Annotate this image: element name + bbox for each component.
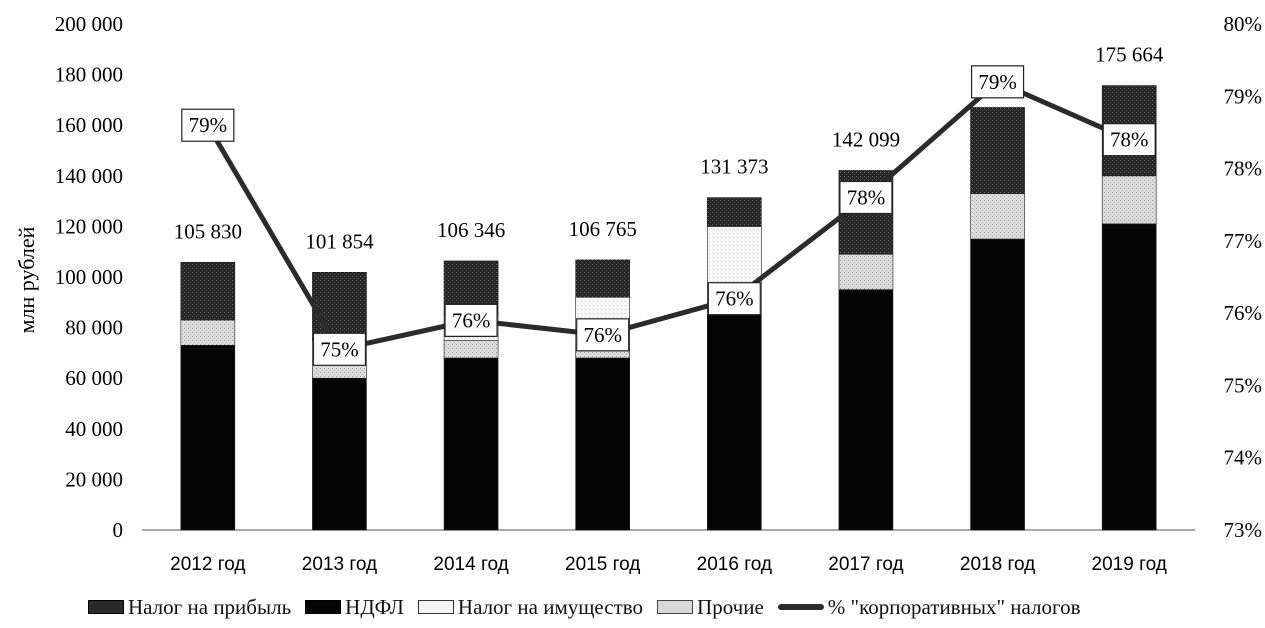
percent-label-box [839, 180, 893, 215]
bar-segment-ndfl [180, 345, 236, 531]
percent-label-box [1102, 123, 1156, 157]
total-label: 106 346 [437, 218, 505, 242]
legend-item-ndfl: НДФЛ [305, 595, 404, 620]
y-tick-label: 80 000 [65, 316, 123, 340]
y-tick-label: 120 000 [55, 214, 123, 238]
percent-label: 78% [1110, 128, 1149, 152]
legend-swatch-profit [88, 600, 124, 614]
bar-segment-profit [312, 272, 367, 341]
legend-swatch-line [777, 604, 824, 610]
legend-swatch-property [417, 600, 454, 614]
percent-label: 76% [452, 308, 491, 332]
x-tick-label: 2012 год [170, 554, 245, 575]
percent-label: 79% [978, 70, 1017, 94]
data-labels: 105 830 101 854 106 346 106 765 131 373 142 0… [174, 43, 1164, 366]
y-tick-label: 180 000 [55, 63, 123, 87]
total-label: 105 830 [174, 219, 242, 243]
x-tick-label: 2013 год [302, 554, 377, 575]
x-tick-label: 2017 год [828, 554, 903, 575]
legend-label-profit: Налог на прибыль [128, 594, 292, 619]
percent-label-box [707, 282, 761, 316]
bar-segment-ndfl [575, 357, 630, 531]
legend-swatch-other [657, 600, 694, 614]
bar-segment-ndfl [838, 289, 894, 531]
y-tick-label: 200 000 [55, 12, 123, 36]
y2-tick-label: 80% [1224, 12, 1263, 36]
bar-segment-profit [575, 259, 630, 298]
bar-segment-other [970, 193, 1025, 240]
legend: Налог на прибыль НДФЛ Налог на имущество… [88, 590, 1081, 624]
bar-segment-profit [180, 261, 236, 321]
legend-item-profit: Налог на прибыль [88, 595, 291, 620]
percent-label-box [576, 318, 630, 352]
y2-tick-label: 73% [1224, 518, 1263, 542]
bar-segment-ndfl [1101, 223, 1157, 531]
y2-tick-label: 76% [1224, 301, 1263, 325]
bar-segment-other [575, 350, 630, 359]
y2-tick-label: 77% [1224, 229, 1263, 253]
legend-label-line: % "корпоративных" налогов [827, 594, 1081, 619]
y2-tick-label: 75% [1224, 373, 1263, 397]
percent-label-box [444, 303, 498, 337]
percent-label-box [181, 108, 235, 142]
total-label: 101 854 [305, 229, 374, 253]
legend-item-line: % "корпоративных" налогов [777, 594, 1081, 620]
y-axis-label: млн рублей [14, 226, 39, 333]
bar-segment-profit [970, 107, 1025, 194]
bars [180, 85, 1157, 531]
y-tick-label: 100 000 [55, 265, 123, 289]
percent-label: 76% [715, 287, 754, 311]
percent-label: 79% [189, 113, 228, 137]
x-tick-label: 2016 год [697, 554, 772, 575]
legend-label-other: Прочие [697, 594, 764, 619]
legend-item-property: Налог на имущество [417, 594, 644, 620]
legend-label-ndfl: НДФЛ [345, 594, 404, 619]
y-tick-label: 40 000 [65, 417, 123, 441]
bar-segment-other [180, 319, 236, 346]
total-label: 106 765 [569, 217, 637, 241]
y2-tick-label: 78% [1224, 157, 1263, 181]
x-tick-label: 2014 год [433, 554, 508, 575]
percent-label: 75% [320, 337, 359, 361]
y-tick-label: 160 000 [55, 113, 123, 137]
y-tick-label: 140 000 [55, 164, 123, 188]
y2-tick-label: 79% [1224, 84, 1263, 108]
axes: 0 20 000 40 000 60 000 80 000 100 000 120 000 1… [55, 12, 1262, 575]
x-tick-label: 2015 год [565, 554, 640, 575]
bar-segment-profit [707, 197, 762, 227]
percent-label-box [312, 332, 367, 366]
percent-label: 78% [847, 185, 886, 209]
y-tick-label: 60 000 [65, 366, 123, 390]
percent-label: 76% [583, 323, 622, 347]
legend-item-other: Прочие [657, 595, 764, 620]
bar-segment-other [1101, 175, 1157, 225]
percent-label-box [970, 65, 1025, 99]
total-label: 175 664 [1095, 43, 1164, 67]
y-tick-label: 20 000 [65, 467, 123, 491]
x-tick-label: 2018 год [960, 554, 1035, 575]
bar-segment-ndfl [443, 357, 499, 531]
bar-segment-ndfl [312, 377, 367, 531]
y-tick-label: 0 [113, 518, 124, 542]
legend-label-property: Налог на имущество [457, 594, 644, 619]
bar-segment-ndfl [970, 238, 1025, 531]
bar-segment-ndfl [707, 314, 762, 531]
total-label: 131 373 [700, 155, 768, 179]
bar-segment-other [443, 339, 499, 359]
legend-swatch-ndfl [305, 600, 342, 614]
x-tick-label: 2019 год [1092, 554, 1167, 575]
total-label: 142 099 [832, 127, 900, 151]
y2-tick-label: 74% [1224, 446, 1263, 470]
bar-segment-other [838, 253, 894, 290]
